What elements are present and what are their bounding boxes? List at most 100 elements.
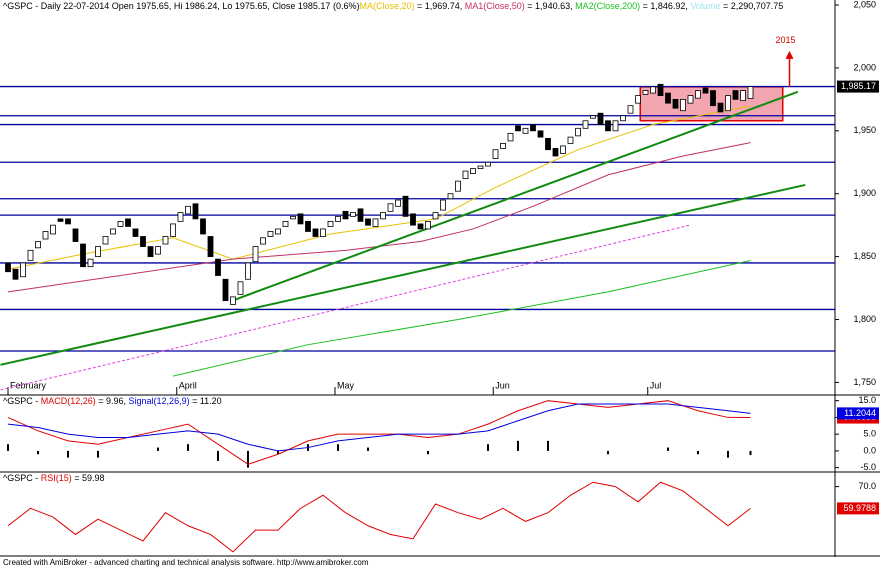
candle bbox=[95, 246, 101, 258]
candle bbox=[170, 223, 176, 237]
y-tick-label: 1,800 bbox=[853, 314, 876, 324]
candle bbox=[702, 87, 709, 94]
candle bbox=[207, 236, 214, 258]
candle bbox=[432, 212, 439, 220]
moving-average bbox=[172, 260, 751, 377]
y-tick-label: 1,950 bbox=[853, 125, 876, 135]
candle bbox=[267, 231, 274, 237]
candle bbox=[252, 246, 259, 263]
title-part: = 2,290,707.75 bbox=[720, 1, 783, 11]
candle bbox=[500, 143, 506, 149]
candle bbox=[275, 228, 281, 235]
candle bbox=[380, 212, 386, 220]
candle bbox=[357, 208, 364, 222]
candle bbox=[245, 262, 251, 280]
histogram-bar bbox=[247, 450, 249, 468]
candle bbox=[192, 203, 199, 220]
histogram-bar bbox=[749, 450, 752, 456]
candle bbox=[185, 205, 191, 215]
candle bbox=[455, 180, 461, 192]
candle bbox=[605, 120, 611, 132]
moving-average bbox=[7, 105, 751, 270]
indicator-line bbox=[7, 400, 751, 465]
histogram-bar bbox=[277, 450, 279, 455]
candle bbox=[20, 262, 26, 278]
title-part: ^GSPC - bbox=[3, 473, 41, 483]
candle bbox=[695, 90, 701, 99]
candle bbox=[612, 120, 619, 132]
y-tick-label: 1,750 bbox=[853, 377, 876, 387]
candle bbox=[87, 258, 94, 268]
candle bbox=[5, 262, 11, 273]
candle bbox=[230, 296, 236, 305]
title-part: MA2(Close,200) bbox=[575, 1, 640, 11]
candle bbox=[545, 137, 551, 151]
candle bbox=[387, 203, 394, 212]
candle bbox=[425, 221, 431, 230]
candle bbox=[395, 199, 401, 207]
candle bbox=[132, 228, 139, 237]
value-tag: 59.9788 bbox=[843, 503, 876, 513]
candle bbox=[35, 241, 41, 249]
value-tag-box bbox=[837, 502, 879, 515]
candle bbox=[80, 243, 86, 268]
candle bbox=[335, 215, 341, 222]
value-tag: 11.2044 bbox=[844, 408, 876, 418]
histogram-bar bbox=[337, 444, 339, 451]
candle bbox=[260, 237, 266, 245]
panel-title: ^GSPC - Daily 22-07-2014 Open 1975.65, H… bbox=[3, 1, 783, 11]
candle bbox=[507, 132, 514, 142]
histogram-bar bbox=[97, 450, 99, 458]
y-tick-label: 2,000 bbox=[853, 62, 876, 72]
candle bbox=[365, 218, 371, 226]
histogram-bar bbox=[667, 447, 669, 451]
candle bbox=[57, 218, 64, 222]
histogram-bar bbox=[697, 450, 699, 455]
candle bbox=[297, 213, 304, 225]
histogram-bar bbox=[7, 444, 9, 451]
candle bbox=[522, 127, 529, 134]
value-tag-box bbox=[837, 407, 879, 420]
candle bbox=[65, 218, 71, 225]
candle bbox=[710, 90, 716, 107]
indicator-line bbox=[7, 403, 751, 452]
candle bbox=[470, 168, 476, 174]
title-part: = 9.96, bbox=[96, 396, 129, 406]
candle bbox=[447, 193, 454, 200]
candle bbox=[282, 221, 289, 227]
histogram-bar bbox=[367, 447, 369, 451]
candle bbox=[140, 236, 146, 247]
histogram-bar bbox=[187, 444, 189, 451]
candle bbox=[200, 218, 206, 235]
price-tag: 1,985.17 bbox=[841, 81, 876, 91]
histogram-bar bbox=[427, 450, 429, 455]
candle bbox=[42, 231, 49, 240]
title-part: Volume bbox=[690, 1, 720, 11]
candle bbox=[485, 161, 491, 167]
candle bbox=[642, 90, 649, 95]
title-part: = 1,969.74, bbox=[414, 1, 464, 11]
candle bbox=[222, 278, 229, 302]
candle bbox=[440, 199, 446, 211]
histogram-bar bbox=[607, 450, 609, 455]
candle bbox=[597, 112, 604, 125]
candle bbox=[177, 212, 184, 222]
candle bbox=[560, 145, 566, 154]
trendline bbox=[0, 183, 806, 366]
title-part: ^GSPC - Daily 22-07-2014 Open 1975.65, H… bbox=[3, 1, 359, 11]
y-tick-label: 1,900 bbox=[853, 188, 876, 198]
candle bbox=[530, 124, 536, 132]
panel-title: ^GSPC - MACD(12,26) = 9.96, Signal(12,26… bbox=[3, 396, 222, 406]
y-tick-label: 70.0 bbox=[858, 481, 876, 491]
y-tick-label: 0.0 bbox=[863, 445, 876, 455]
panel-title: ^GSPC - RSI(15) = 59.98 bbox=[3, 473, 105, 483]
candle bbox=[650, 86, 656, 94]
candle bbox=[717, 102, 724, 113]
candle bbox=[515, 125, 521, 132]
histogram-bar bbox=[37, 450, 39, 455]
y-tick-label: 5.0 bbox=[863, 429, 876, 439]
candle bbox=[342, 210, 349, 220]
candle bbox=[417, 223, 424, 230]
candle bbox=[620, 115, 626, 122]
